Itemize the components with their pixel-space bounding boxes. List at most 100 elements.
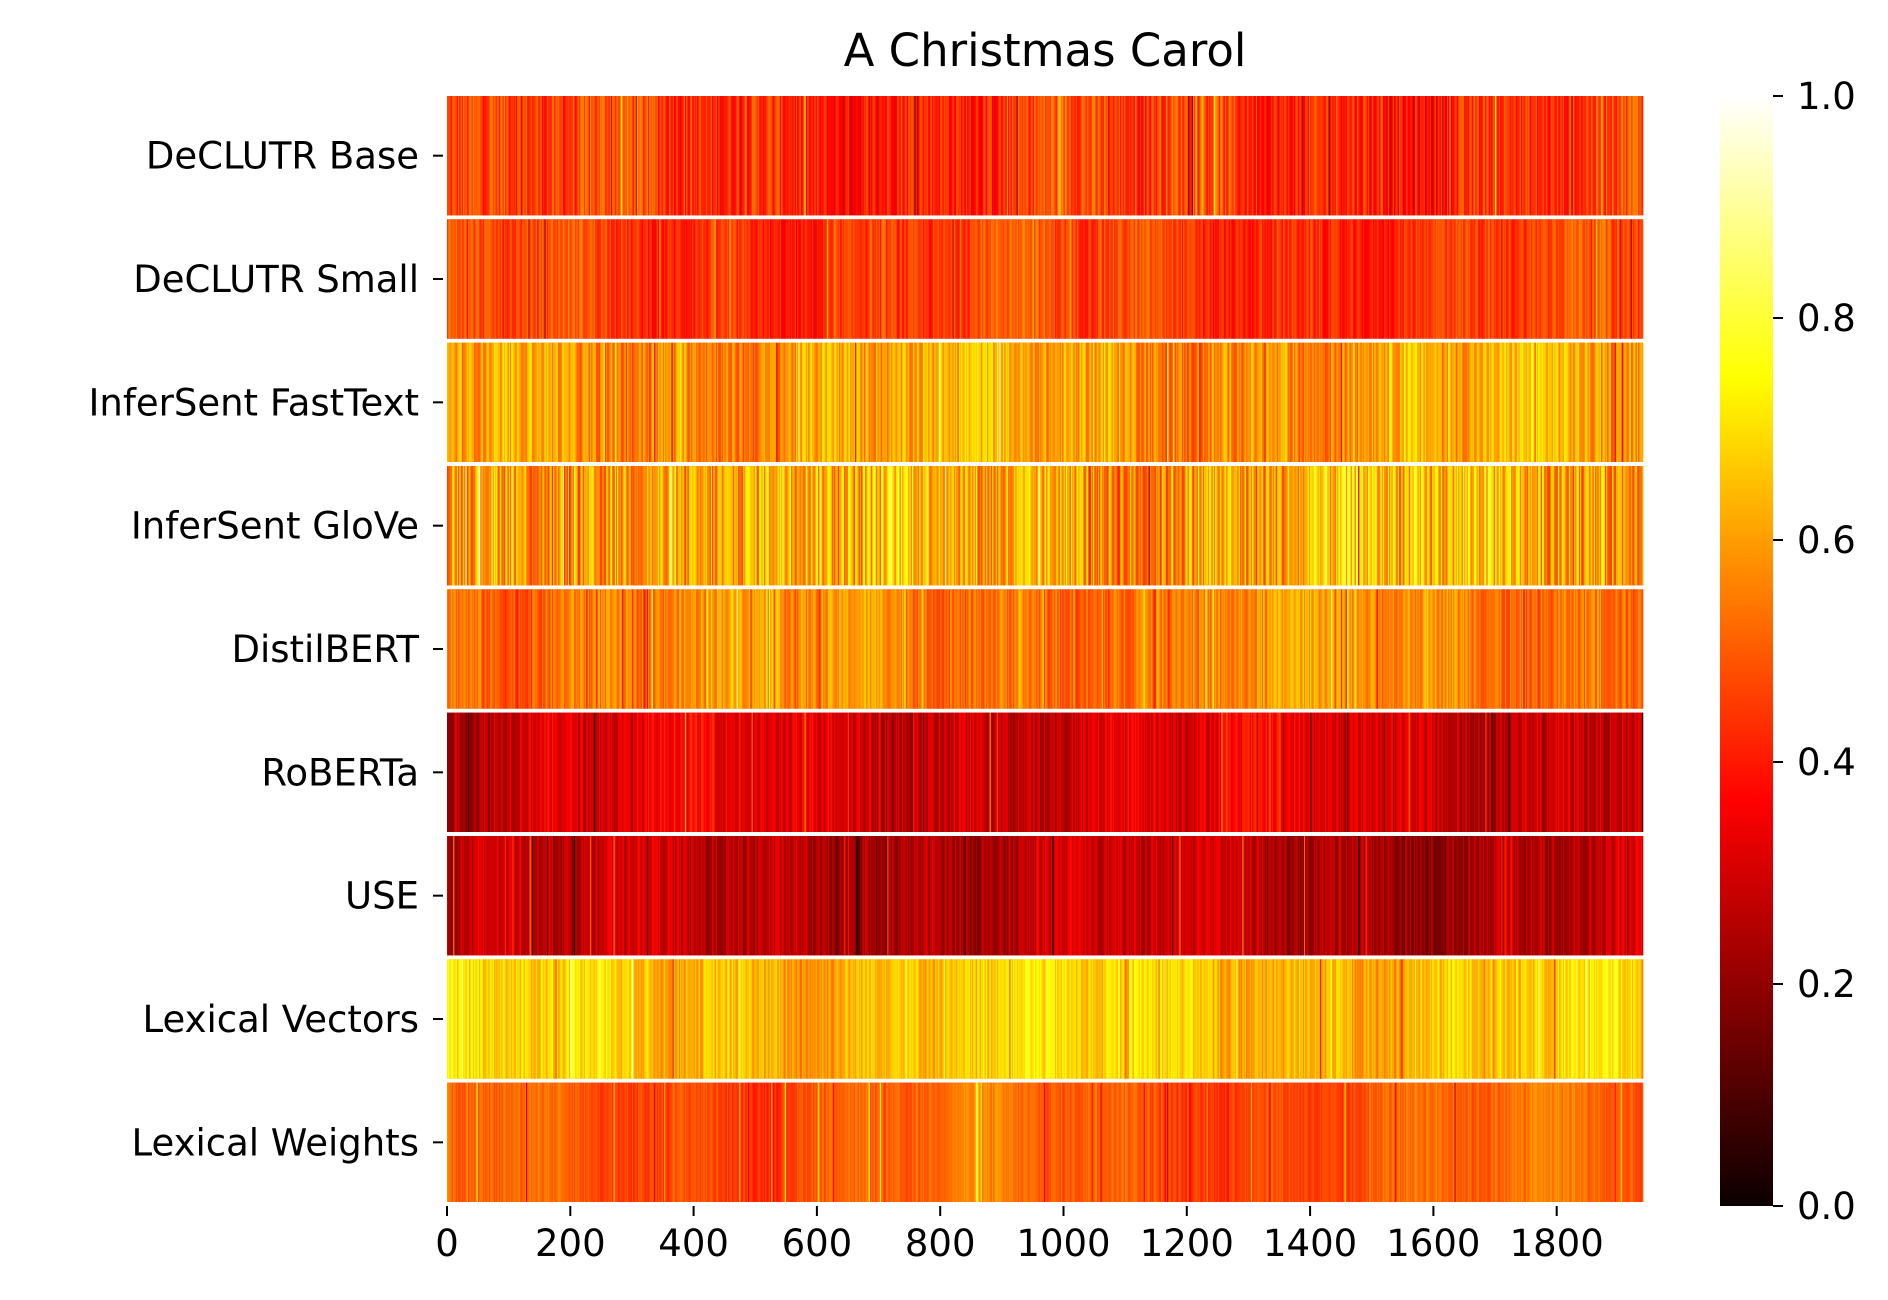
heatmap-cell [1321, 342, 1323, 462]
heatmap-cell [1356, 342, 1359, 462]
heatmap-cell [482, 96, 485, 216]
heatmap-cell [511, 466, 513, 586]
heatmap-cell [593, 466, 596, 586]
heatmap-cell [868, 342, 871, 462]
heatmap-cell [1191, 219, 1194, 339]
heatmap-cell [644, 342, 646, 462]
heatmap-cell [1596, 589, 1598, 709]
heatmap-cell [609, 96, 612, 216]
heatmap-cell [1343, 342, 1345, 462]
heatmap-cell [750, 219, 752, 339]
heatmap-cell [1639, 342, 1641, 462]
heatmap-cell [551, 96, 554, 216]
heatmap-cell [586, 96, 588, 216]
heatmap-cell [1038, 589, 1041, 709]
heatmap-cell [495, 342, 497, 462]
heatmap-cell [877, 96, 879, 216]
heatmap-cell [1326, 96, 1328, 216]
heatmap-cell [696, 96, 698, 216]
heatmap-cell [1236, 96, 1238, 216]
heatmap-cell [1287, 466, 1290, 586]
heatmap-cell [884, 342, 887, 462]
heatmap-cell [1580, 96, 1582, 216]
heatmap-cell [953, 589, 956, 709]
heatmap-cell [1242, 96, 1244, 216]
heatmap-cell [1486, 589, 1488, 709]
heatmap-cell [1598, 466, 1601, 586]
heatmap-cell [684, 219, 687, 339]
heatmap-cell [1244, 589, 1247, 709]
heatmap-cell [1253, 589, 1255, 709]
heatmap-cell [1375, 589, 1377, 709]
heatmap-cell [1043, 219, 1046, 339]
heatmap-cell [1498, 219, 1501, 339]
heatmap-cell [1250, 219, 1253, 339]
heatmap-cell [659, 342, 661, 462]
heatmap-cell [535, 466, 538, 586]
heatmap-cell [689, 219, 692, 339]
heatmap-cell [762, 466, 765, 586]
heatmap-cell [1300, 219, 1302, 339]
heatmap-cell [1083, 466, 1085, 586]
heatmap-cell [660, 219, 662, 339]
heatmap-cell [495, 589, 497, 709]
heatmap-cell [1307, 342, 1310, 462]
heatmap-cell [942, 219, 945, 339]
heatmap-cell [676, 466, 678, 586]
heatmap-cell [502, 466, 505, 586]
heatmap-cell [1492, 589, 1495, 709]
heatmap-cell [717, 466, 719, 586]
heatmap-cell [1640, 342, 1643, 462]
heatmap-cell [889, 589, 892, 709]
heatmap-cell [587, 219, 590, 339]
heatmap-cell [1306, 589, 1308, 709]
heatmap-cell [1511, 589, 1513, 709]
heatmap-cell [1226, 342, 1228, 462]
heatmap-cell [1624, 96, 1627, 216]
heatmap-cell [460, 219, 463, 339]
heatmap-cell [544, 589, 546, 709]
heatmap-cell [742, 96, 745, 216]
heatmap-cell [645, 96, 648, 216]
heatmap-cell [740, 589, 742, 709]
heatmap-cell [644, 466, 646, 586]
heatmap-cell [1565, 589, 1567, 709]
heatmap-cell [1374, 219, 1376, 339]
heatmap-cell [646, 219, 649, 339]
heatmap-cell [794, 219, 797, 339]
heatmap-cell [1571, 96, 1574, 216]
heatmap-cell [610, 219, 613, 339]
heatmap-cell [853, 589, 856, 709]
heatmap-row [447, 466, 1644, 586]
heatmap-cell [1508, 342, 1511, 462]
heatmap-cell [1599, 96, 1602, 216]
heatmap-cell [1020, 342, 1022, 462]
heatmap-cell [1620, 466, 1623, 586]
heatmap-cell [964, 589, 967, 709]
heatmap-cell [900, 96, 903, 216]
heatmap-cell [603, 712, 606, 832]
heatmap-cell [1163, 466, 1165, 586]
heatmap-cell [1132, 96, 1135, 216]
heatmap-cell [471, 466, 474, 586]
heatmap-cell [1149, 589, 1152, 709]
heatmap-cell [882, 466, 884, 586]
heatmap-cell [1137, 96, 1139, 216]
heatmap-cell [767, 466, 770, 586]
heatmap-cell [1407, 219, 1410, 339]
heatmap-cell [1546, 466, 1549, 586]
heatmap-cell [830, 219, 832, 339]
heatmap-cell [1167, 342, 1169, 462]
heatmap-cell [1036, 342, 1038, 462]
heatmap-cell [984, 466, 987, 586]
heatmap-cell [1275, 96, 1278, 216]
heatmap-cell [1358, 466, 1360, 586]
heatmap-cell [1022, 589, 1025, 709]
heatmap-cell [1135, 466, 1137, 586]
heatmap-cell [1424, 342, 1427, 462]
heatmap-cell [1301, 342, 1303, 462]
heatmap-cell [1392, 342, 1395, 462]
heatmap-cell [934, 466, 936, 586]
heatmap-cell [556, 712, 559, 832]
heatmap-cell [808, 96, 810, 216]
